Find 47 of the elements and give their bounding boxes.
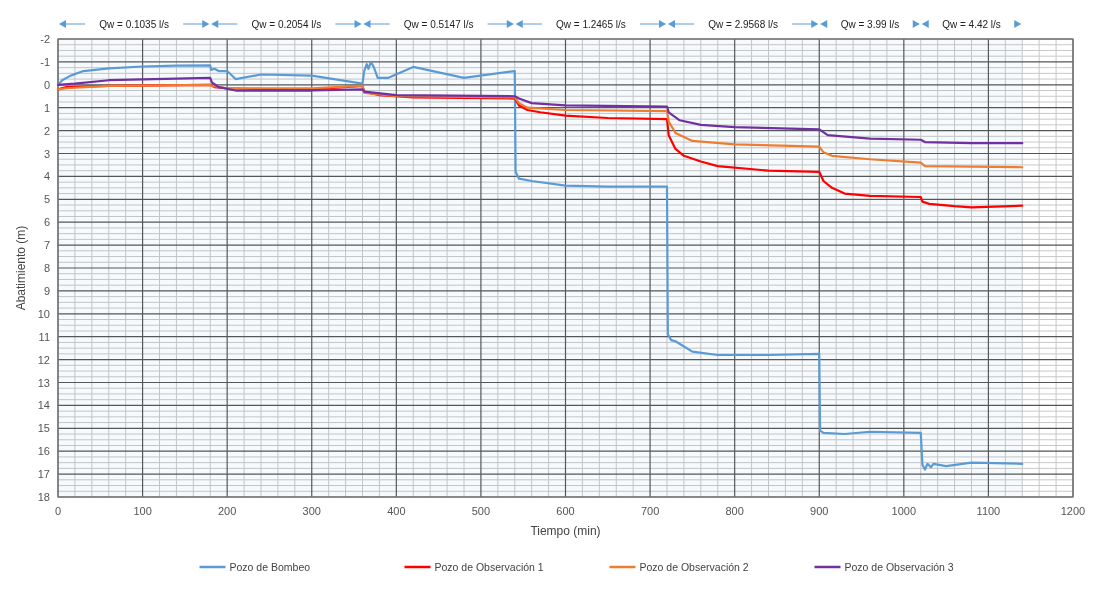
x-tick-label: 600: [556, 505, 575, 517]
legend-label: Pozo de Observación 1: [434, 561, 544, 573]
legend-label: Qw = 2.9568 l/s: [708, 19, 779, 30]
x-tick-label: 1100: [976, 505, 1001, 517]
y-tick-label: 10: [37, 307, 50, 320]
y-tick-label: -1: [40, 55, 50, 68]
legend-label: Pozo de Observación 3: [844, 561, 954, 573]
y-tick-label: 9: [43, 284, 50, 297]
x-tick-label: 100: [133, 505, 152, 517]
y-tick-label: 13: [37, 376, 50, 389]
y-axis-title: Abatimiento (m): [14, 225, 28, 311]
legend-label: Qw = 0.2054 l/s: [251, 19, 322, 30]
y-tick-label: 11: [38, 330, 50, 343]
y-tick-label: 1: [43, 101, 50, 114]
x-tick-label: 300: [302, 505, 321, 517]
legend-label: Qw = 0.1035 l/s: [99, 19, 170, 30]
x-tick-label: 400: [387, 505, 406, 517]
legend-label: Qw = 1.2465 l/s: [555, 19, 626, 30]
legend-label: Pozo de Observación 2: [639, 561, 749, 573]
y-tick-label: 16: [37, 445, 50, 458]
y-tick-label: 8: [43, 262, 50, 274]
y-tick-label: 15: [37, 422, 50, 435]
legend-label: Qw = 3.99 l/s: [840, 19, 900, 30]
x-tick-label: 200: [217, 505, 237, 517]
y-tick-label: 0: [43, 78, 50, 91]
y-tick-label: 5: [43, 193, 50, 206]
y-tick-label: 12: [37, 353, 50, 366]
y-tick-label: -2: [40, 33, 50, 45]
y-tick-label: 2: [43, 124, 50, 137]
x-tick-label: 0: [54, 505, 62, 517]
y-tick-label: 14: [37, 399, 50, 412]
y-tick-label: 6: [43, 216, 50, 229]
y-tick-label: 3: [43, 147, 50, 160]
x-tick-label: 1200: [1060, 505, 1086, 517]
x-tick-label: 800: [725, 505, 744, 517]
x-tick-label: 1000: [891, 505, 917, 517]
x-tick-label: 700: [640, 505, 660, 517]
y-tick-label: 17: [37, 468, 50, 481]
legend-label: Qw = 4.42 l/s: [942, 19, 1001, 30]
y-tick-label: 18: [37, 491, 50, 503]
legend-label: Pozo de Bombeo: [229, 561, 311, 573]
legend-label: Qw = 0.5147 l/s: [403, 19, 474, 30]
x-tick-label: 500: [471, 505, 491, 517]
y-tick-label: 7: [43, 239, 50, 252]
y-tick-label: 4: [43, 170, 50, 183]
x-axis-title: Tiempo (min): [530, 524, 601, 538]
x-tick-label: 900: [810, 505, 829, 517]
